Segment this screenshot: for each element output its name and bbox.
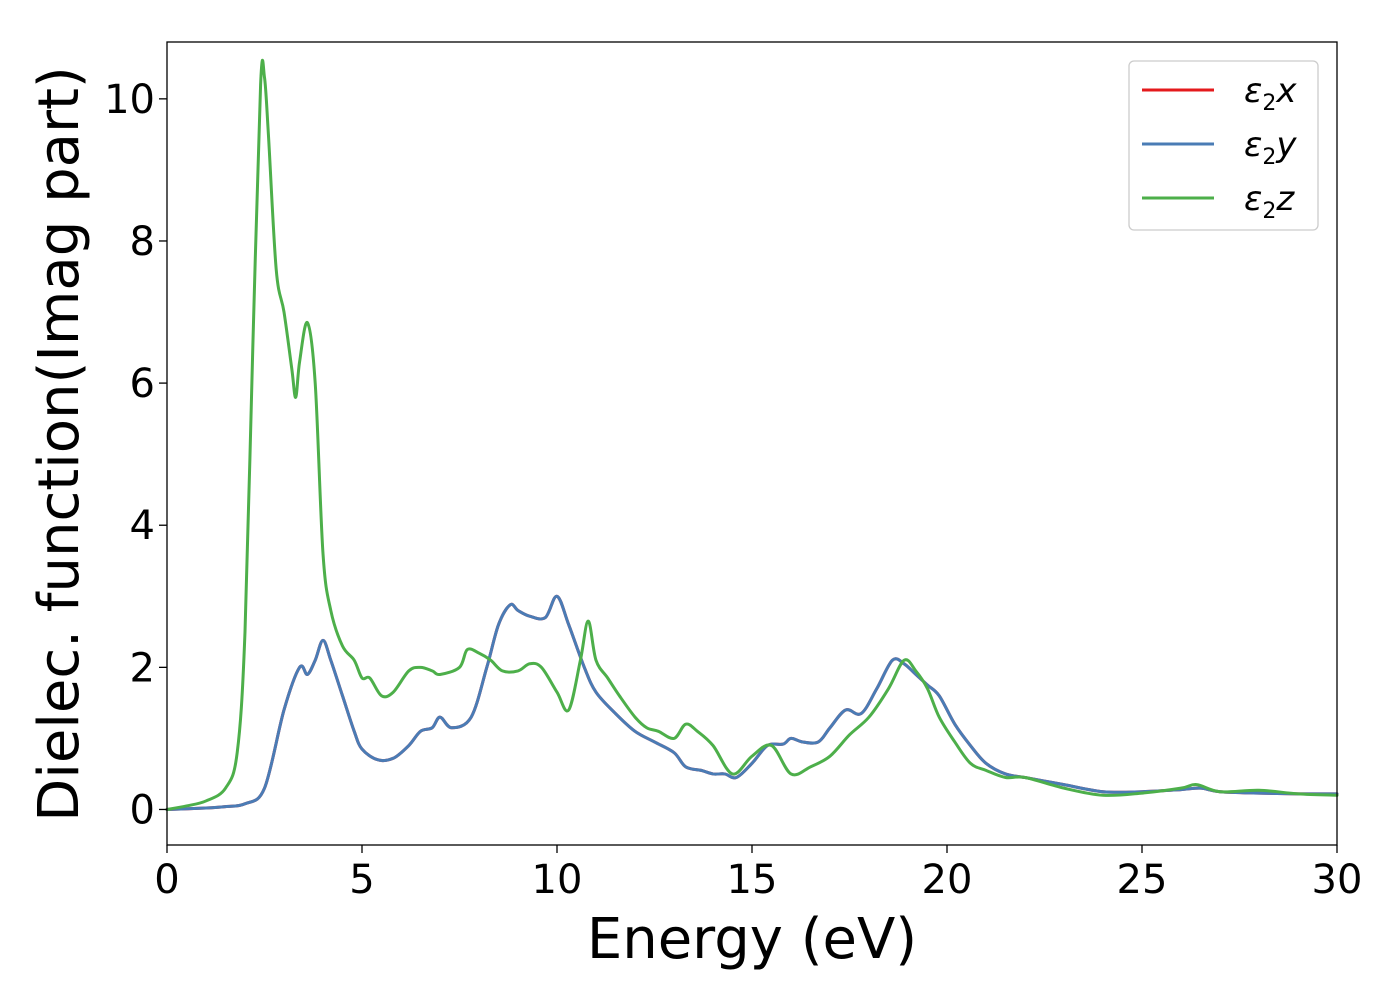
x-tick-label: 10 [532, 857, 583, 903]
x-tick-label: 15 [727, 857, 778, 903]
y-axis-title: Dielec. function(Imag part) [27, 66, 92, 822]
legend-entry-x: ε2x [1142, 71, 1297, 116]
y-tick-label: 2 [130, 645, 155, 691]
y-tick-label: 4 [130, 503, 155, 549]
x-axis-title: Energy (eV) [587, 907, 917, 972]
legend-label: ε2x [1244, 71, 1297, 116]
legend-label: ε2z [1244, 179, 1295, 224]
series-line-z [165, 58, 1339, 811]
legend-entry-z: ε2z [1142, 179, 1295, 224]
series-layer [165, 58, 1339, 811]
y-tick-label: 10 [104, 77, 155, 123]
x-tick-label: 30 [1312, 857, 1363, 903]
legend-entries: ε2x ε2y ε2z [1142, 71, 1297, 224]
y-axis-ticks: 0 2 4 6 8 10 [104, 77, 167, 833]
x-tick-label: 5 [349, 857, 374, 903]
legend-label: ε2y [1244, 125, 1297, 170]
series-line-y [165, 594, 1339, 811]
y-tick-label: 8 [130, 219, 155, 265]
x-tick-label: 20 [922, 857, 973, 903]
x-axis-ticks: 0 5 10 15 20 25 30 [154, 845, 1362, 903]
x-tick-label: 0 [154, 857, 179, 903]
legend-entry-y: ε2y [1142, 125, 1297, 170]
x-tick-label: 25 [1117, 857, 1168, 903]
y-tick-label: 0 [130, 787, 155, 833]
legend: ε2x ε2y ε2z [1128, 60, 1319, 231]
y-tick-label: 6 [130, 361, 155, 407]
legend-box [1128, 60, 1319, 231]
plot-frame [166, 41, 1338, 846]
